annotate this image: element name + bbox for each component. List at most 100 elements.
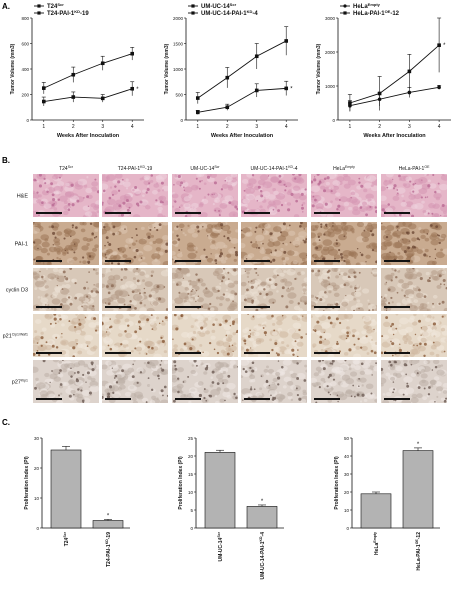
tissue-texture <box>360 231 371 238</box>
cell-nucleus <box>159 363 162 366</box>
cell-nucleus <box>241 229 243 232</box>
cell-nucleus <box>405 364 408 367</box>
cell-nucleus <box>388 360 392 364</box>
data-point <box>100 96 105 101</box>
tissue-texture <box>192 330 197 335</box>
cell-nucleus <box>120 268 124 271</box>
cell-nucleus <box>120 343 123 346</box>
tissue-texture <box>102 174 111 182</box>
cell-nucleus <box>352 334 355 338</box>
cell-nucleus <box>427 184 431 188</box>
tissue-texture <box>115 231 120 236</box>
tissue-texture <box>416 272 423 277</box>
tissue-texture <box>419 329 425 334</box>
tissue-texture <box>296 317 301 321</box>
tissue-texture <box>45 268 49 271</box>
tissue-texture <box>53 237 61 243</box>
cell-nucleus <box>434 365 438 369</box>
cell-nucleus <box>72 355 75 357</box>
tissue-texture <box>207 317 212 321</box>
tissue-texture <box>337 393 348 401</box>
cell-nucleus <box>161 368 165 372</box>
cell-nucleus <box>300 206 305 210</box>
ihc-image-he-6 <box>381 174 447 217</box>
tissue-texture <box>304 316 307 320</box>
tissue-texture <box>398 279 404 284</box>
tissue-texture <box>273 199 281 206</box>
cell-nucleus <box>314 198 317 202</box>
tissue-texture <box>397 222 406 228</box>
tissue-texture <box>87 376 92 380</box>
tissue-texture <box>283 270 287 274</box>
tissue-texture <box>405 176 412 182</box>
tissue-texture <box>182 180 186 183</box>
tissue-texture <box>324 360 329 364</box>
tissue-texture <box>272 331 278 336</box>
cell-nucleus <box>92 305 95 308</box>
cell-nucleus <box>138 325 141 328</box>
tissue-texture <box>80 343 89 349</box>
ihc-image-p27-2 <box>102 360 168 403</box>
y-tick-label: 30 <box>34 436 40 441</box>
tissue-texture <box>401 194 404 198</box>
cell-nucleus <box>360 184 364 188</box>
tissue-texture <box>67 362 76 369</box>
tissue-texture <box>111 190 118 196</box>
tissue-texture <box>58 257 62 261</box>
y-tick-label: 10 <box>34 496 40 501</box>
tissue-texture <box>276 290 279 293</box>
cell-nucleus <box>391 322 395 326</box>
tissue-texture <box>438 390 441 394</box>
tissue-texture <box>150 290 156 295</box>
tissue-texture <box>106 198 116 205</box>
tissue-texture <box>110 345 119 351</box>
tissue-texture <box>339 261 347 265</box>
cell-nucleus <box>335 242 339 245</box>
cell-nucleus <box>335 239 338 242</box>
tissue-texture <box>292 360 298 364</box>
cell-nucleus <box>208 341 212 345</box>
cell-nucleus <box>232 320 235 324</box>
tissue-texture <box>34 280 45 288</box>
tissue-texture <box>362 288 370 294</box>
cell-nucleus <box>96 190 99 194</box>
tissue-texture <box>351 328 357 333</box>
tissue-texture <box>320 328 327 334</box>
tissue-texture <box>110 268 113 271</box>
tissue-texture <box>302 201 306 205</box>
cell-nucleus <box>277 209 281 213</box>
cell-nucleus <box>249 329 251 332</box>
tissue-texture <box>441 350 444 354</box>
tissue-texture <box>222 314 232 322</box>
cell-nucleus <box>57 277 59 280</box>
series-line-2 <box>349 44 440 104</box>
cell-nucleus <box>121 369 124 373</box>
tissue-texture <box>253 325 262 331</box>
cell-nucleus <box>72 346 76 350</box>
bar-1 <box>204 452 236 529</box>
tissue-texture <box>420 234 426 240</box>
tissue-texture <box>81 389 91 397</box>
tissue-texture <box>135 239 138 243</box>
cell-nucleus <box>427 393 431 396</box>
cell-nucleus <box>271 314 274 318</box>
cell-nucleus <box>156 285 160 289</box>
cell-nucleus <box>86 371 90 375</box>
cell-nucleus <box>383 297 386 299</box>
ihc-image-pai-3 <box>172 222 238 265</box>
cell-nucleus <box>81 399 85 403</box>
cell-nucleus <box>176 234 179 237</box>
cell-nucleus <box>287 287 289 289</box>
cell-nucleus <box>328 373 332 377</box>
tissue-texture <box>151 395 157 400</box>
cell-nucleus <box>296 355 299 357</box>
cell-nucleus <box>53 317 57 321</box>
tissue-texture <box>272 226 282 233</box>
tissue-texture <box>323 294 328 299</box>
cell-nucleus <box>318 340 323 344</box>
cell-nucleus <box>255 308 259 311</box>
cell-nucleus <box>83 197 85 199</box>
tissue-texture <box>183 186 193 193</box>
cell-nucleus <box>406 382 409 385</box>
